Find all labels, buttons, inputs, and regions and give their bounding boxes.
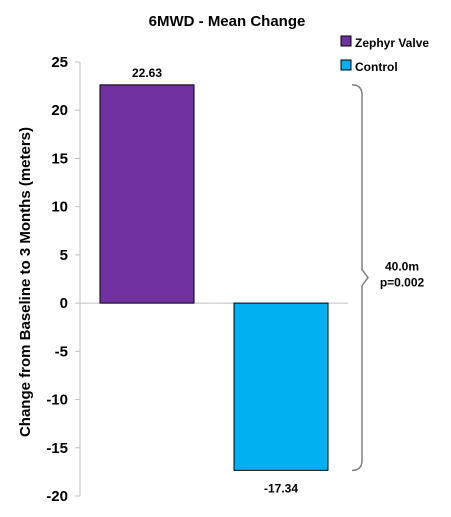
difference-value-label: 40.0m [385,260,419,274]
bar-control [233,302,329,471]
data-label: 22.63 [132,66,162,80]
y-tick-label: 10 [51,199,68,216]
y-tick-label: 20 [51,102,68,119]
p-value-label: p=0.002 [380,276,425,290]
y-tick-label: 25 [51,54,68,71]
y-tick-label: 15 [51,150,68,167]
bar-zephyr-valve [99,84,195,304]
y-tick-label: -20 [46,488,68,505]
data-label: -17.34 [264,481,298,495]
y-tick-label: 5 [60,247,68,264]
legend-label: Zephyr Valve [355,36,429,50]
legend-swatch [340,59,352,71]
legend: Zephyr Valve Control [340,35,429,74]
legend-label: Control [355,60,398,74]
legend-swatch [340,35,352,47]
difference-annotation: 40.0m p=0.002 [351,84,425,472]
difference-bracket [351,84,369,472]
y-tick-label: -5 [55,343,68,360]
plot-area: 25 20 15 10 5 0 -5 -10 -15 -20 22.63 -17.34 [46,54,348,505]
y-axis-label: Change from Baseline to 3 Months (meters… [17,127,34,437]
chart-title: 6MWD - Mean Change [149,13,306,30]
y-tick-label: 0 [60,295,68,312]
y-tick-label: -10 [46,392,68,409]
y-tick-label: -15 [46,440,68,457]
